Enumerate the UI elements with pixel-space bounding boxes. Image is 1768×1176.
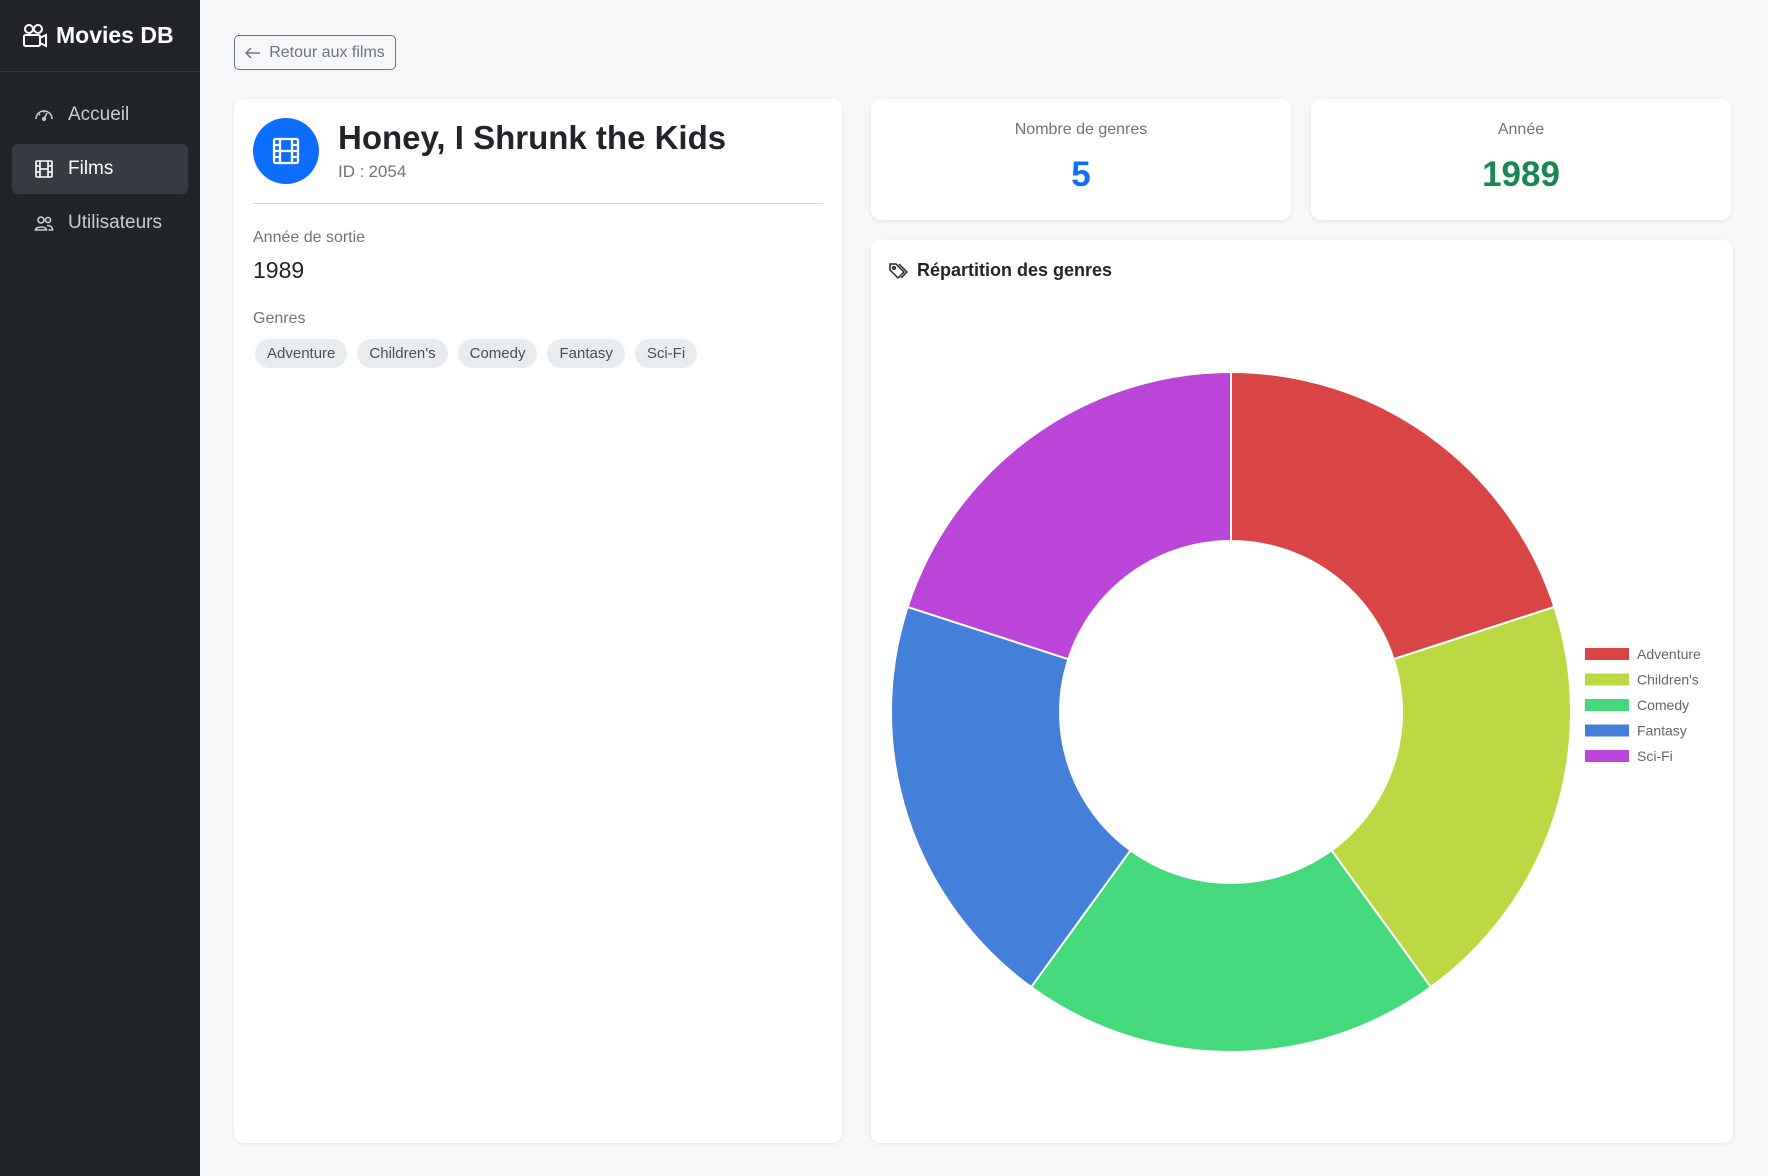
film-icon [35,160,53,178]
genre-count-value: 5 [1071,155,1091,194]
movie-id: ID :2054 [338,162,406,182]
legend-swatch[interactable] [1585,699,1629,711]
sidebar: Movies DB Accueil Films Util [0,0,200,1176]
legend-label[interactable]: Adventure [1637,646,1701,662]
genres-label: Genres [253,310,306,327]
legend-swatch[interactable] [1585,724,1629,737]
legend-label[interactable]: Fantasy [1637,723,1687,739]
people-icon [34,216,54,231]
genre-badge: Children's [357,339,448,368]
genre-badge: Sci-Fi [634,339,698,368]
sidebar-item-label: Utilisateurs [68,212,162,233]
speedometer-icon [35,110,53,122]
movie-detail-card: Honey, I Shrunk the Kids ID :2054 Année … [234,99,842,1143]
chart-title: Répartition des genres [917,260,1113,280]
legend-label[interactable]: Comedy [1637,697,1689,713]
camera-reels-icon [23,23,47,48]
release-year-value: 1989 [253,257,305,283]
genre-badge: Comedy [457,339,538,368]
chart-slice-adventure[interactable] [1230,370,1556,661]
movie-avatar [253,118,319,184]
genre-count-card: Nombre de genres 5 [871,99,1291,220]
tags-icon [889,262,908,279]
movie-id-label: ID : [338,162,365,181]
arrow-left-icon [245,46,261,59]
legend-swatch[interactable] [1585,648,1629,660]
legend-label[interactable]: Children's [1637,672,1699,688]
genre-count-label: Nombre de genres [1014,121,1148,138]
sidebar-item-films[interactable]: Films [12,144,188,194]
genre-badge: Fantasy [547,339,625,368]
year-label: Année [1497,121,1545,138]
divider [253,203,823,204]
genre-list: Adventure Children's Comedy Fantasy Sci-… [255,339,698,368]
sidebar-item-label: Films [68,158,114,179]
back-to-films-button[interactable]: Retour aux films [234,35,396,70]
chart-slice-sci-fi[interactable] [906,370,1232,661]
film-icon [272,137,300,165]
legend-label[interactable]: Sci-Fi [1637,748,1673,764]
movie-id-value: 2054 [368,162,407,181]
genre-badge: Adventure [255,339,348,368]
legend-swatch[interactable] [1585,673,1629,686]
chart-slice-comedy[interactable] [1029,848,1433,1053]
genre-chart-card: Adventure Children's Comedy Fantasy Sci-Fi R… [871,240,1733,1143]
sidebar-item-utilisateurs[interactable]: Utilisateurs [12,198,188,248]
sidebar-item-label: Accueil [68,104,130,125]
back-button-label: Retour aux films [269,43,385,61]
chart-slice-fantasy[interactable] [890,605,1132,989]
brand-title: Movies DB [56,22,174,48]
chart-header: Répartition des genres [888,260,1112,281]
sidebar-item-accueil[interactable]: Accueil [12,90,188,140]
legend-swatch[interactable] [1585,750,1629,762]
release-year-label: Année de sortie [253,229,366,246]
year-value: 1989 [1482,155,1560,194]
page-title: Honey, I Shrunk the Kids [338,119,727,156]
genre-doughnut-chart: Adventure Children's Comedy Fantasy Sci-Fi [890,370,1701,1053]
year-card: Année 1989 [1311,99,1731,220]
brand[interactable]: Movies DB [0,0,200,72]
sidebar-nav: Accueil Films Utilisateurs [0,72,200,270]
chart-slice-children-s[interactable] [1330,605,1572,989]
